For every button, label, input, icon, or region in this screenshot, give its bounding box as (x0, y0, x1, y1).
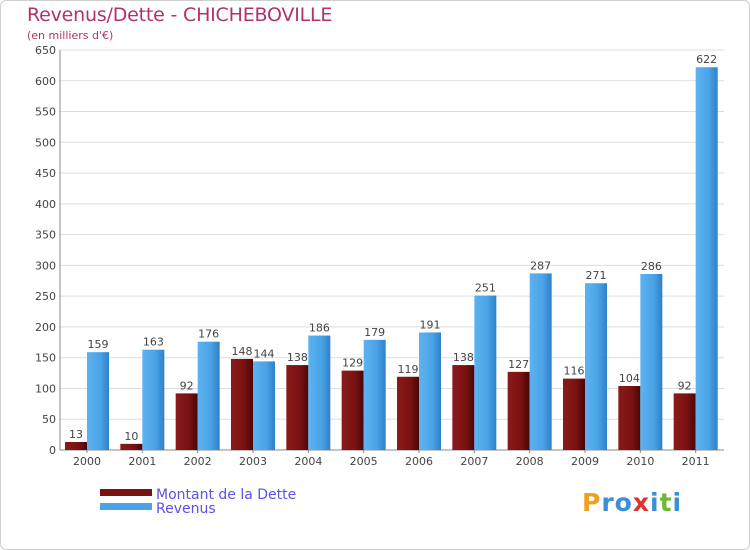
y-tick-label: 550 (35, 106, 56, 119)
bar-debt (175, 393, 198, 450)
data-label-debt: 119 (398, 363, 419, 376)
data-label-revenue: 144 (254, 347, 275, 360)
y-tick-label: 100 (35, 382, 56, 395)
bar-revenue (640, 274, 663, 450)
data-label-debt: 138 (453, 351, 474, 364)
data-label-revenue: 287 (530, 259, 551, 272)
data-label-debt: 92 (678, 379, 692, 392)
grid-lines (60, 49, 724, 451)
y-tick-label: 650 (35, 44, 56, 57)
bar-revenue (474, 295, 497, 450)
axes (59, 50, 724, 453)
bar-debt (65, 442, 87, 450)
data-label-debt: 127 (508, 358, 529, 371)
data-label-revenue: 176 (198, 328, 219, 341)
x-tick-label: 2011 (682, 455, 710, 468)
data-label-revenue: 251 (475, 282, 496, 295)
bar-debt (452, 365, 475, 450)
data-label-revenue: 159 (88, 338, 109, 351)
bar-debt (397, 376, 419, 450)
y-tick-label: 400 (35, 198, 56, 211)
x-tick-label: 2006 (405, 455, 433, 468)
data-label-debt: 116 (564, 365, 585, 378)
y-tick-label: 150 (35, 352, 56, 365)
bar-debt (286, 365, 309, 450)
bar-revenue (695, 67, 718, 450)
legend-swatch-revenue (100, 503, 152, 510)
x-tick-label: 2002 (184, 455, 212, 468)
legend-label-revenue: Revenus (156, 501, 216, 517)
labels: 0 50 100 150 200 250 300 350 400 450 500 550 600 650 1… (35, 44, 717, 468)
data-label-debt: 129 (342, 357, 363, 370)
chart-subtitle: (en milliers d'€) (27, 29, 114, 42)
data-label-debt: 104 (619, 372, 640, 385)
data-label-revenue: 179 (364, 326, 385, 339)
y-tick-label: 600 (35, 75, 56, 88)
legend-swatch-debt (100, 489, 152, 496)
x-tick-label: 2001 (128, 455, 156, 468)
x-tick-label: 2008 (516, 455, 544, 468)
y-tick-label: 50 (42, 413, 56, 426)
data-label-revenue: 191 (420, 318, 441, 331)
data-label-debt: 13 (69, 428, 83, 441)
x-tick-label: 2000 (73, 455, 101, 468)
bar-debt (341, 370, 364, 450)
logo-letter: i (650, 488, 660, 517)
bar-revenue (363, 339, 386, 450)
bar-debt (673, 393, 696, 450)
bar-revenue (253, 361, 275, 450)
logo-letter: r (601, 488, 615, 517)
logo-letter: t (659, 488, 673, 517)
y-tick-label: 500 (35, 136, 56, 149)
bar-debt (231, 358, 253, 450)
bar-revenue (308, 335, 331, 450)
y-tick-label: 0 (49, 444, 56, 457)
data-label-revenue: 163 (143, 336, 164, 349)
x-tick-label: 2009 (571, 455, 599, 468)
data-label-revenue: 271 (586, 269, 607, 282)
x-tick-label: 2003 (239, 455, 267, 468)
y-tick-label: 300 (35, 259, 56, 272)
x-tick-label: 2007 (460, 455, 488, 468)
bar-chart: 0 50 100 150 200 250 300 350 400 450 500 550 600 650 1… (35, 44, 724, 468)
bar-debt (563, 378, 585, 450)
bar-revenue (419, 332, 441, 450)
proxiti-logo: Proxiti (582, 488, 682, 517)
bar-debt (618, 386, 641, 450)
data-label-debt: 148 (232, 345, 253, 358)
legend-item-debt: Montant de la Dette (100, 487, 360, 503)
logo-letter: P (582, 488, 602, 517)
x-tick-label: 2004 (294, 455, 322, 468)
legend-item-revenue: Revenus (100, 501, 360, 517)
data-label-debt: 92 (180, 379, 194, 392)
logo-letter: o (614, 488, 633, 517)
data-label-revenue: 186 (309, 322, 330, 335)
x-tick-label: 2010 (626, 455, 654, 468)
data-label-revenue: 622 (696, 53, 717, 66)
bar-revenue (529, 273, 552, 450)
y-tick-label: 450 (35, 167, 56, 180)
data-label-revenue: 286 (641, 260, 662, 273)
data-label-debt: 138 (287, 351, 308, 364)
bar-debt (120, 443, 143, 450)
bars (65, 67, 718, 450)
y-tick-label: 250 (35, 290, 56, 303)
logo-letter: x (632, 488, 650, 517)
y-tick-label: 200 (35, 321, 56, 334)
bar-revenue (585, 283, 607, 450)
y-tick-label: 350 (35, 229, 56, 242)
chart-title: Revenus/Dette - CHICHEBOVILLE (27, 4, 333, 26)
logo-letter: i (672, 488, 683, 517)
legend-label-debt: Montant de la Dette (156, 487, 297, 503)
bar-revenue (142, 349, 165, 450)
bar-revenue (197, 341, 220, 450)
x-tick-label: 2005 (350, 455, 378, 468)
bar-revenue (87, 352, 109, 450)
bar-debt (507, 371, 530, 450)
data-label-debt: 10 (124, 430, 138, 443)
